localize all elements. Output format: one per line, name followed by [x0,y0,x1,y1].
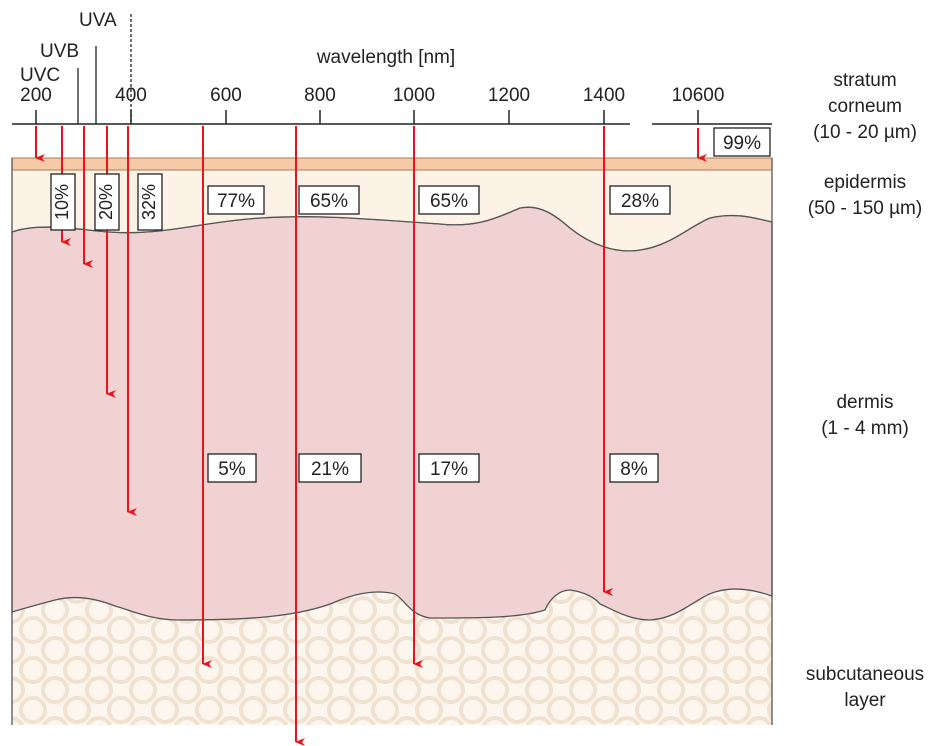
svg-text:77%: 77% [217,191,255,212]
pct-box-1400nm-dermis: 8% [609,453,659,483]
dermis-label: dermis (1 - 4 mm) [821,392,909,439]
pct-box-750nm-dermis: 21% [298,453,362,483]
axis-tick-label: 800 [304,85,336,106]
svg-text:21%: 21% [311,459,349,480]
svg-text:10%: 10% [52,184,72,220]
axis-tick-label: 600 [210,85,242,106]
axis-tick-label: 200 [20,85,52,106]
axis-tick-label: 10600 [672,85,725,106]
svg-text:32%: 32% [139,184,159,220]
axis-ticks: 200 400 600 800 1000 1200 1400 10600 [20,85,724,124]
axis-tick-label: 1000 [393,85,435,106]
pct-box-1400nm-epidermis: 28% [609,185,671,215]
svg-text:20%: 20% [96,184,116,220]
uvb-label: UVB [40,41,79,62]
pct-box-250nm: 10% [50,173,76,231]
pct-box-750nm-epidermis: 65% [298,185,360,215]
subcutaneous-label: subcutaneous layer [805,664,925,711]
pct-box-400nm: 32% [137,173,163,231]
axis-tick-label: 1200 [488,85,530,106]
pct-box-550nm-epidermis: 77% [207,185,265,215]
arrows [35,126,707,746]
dermis-top-border [11,206,773,252]
svg-text:28%: 28% [621,191,659,212]
svg-text:99%: 99% [723,133,761,154]
pct-box-10600nm-stratum: 99% [713,127,771,157]
axis-tick-label: 1400 [583,85,625,106]
pct-box-550nm-dermis: 5% [207,453,257,483]
svg-text:17%: 17% [430,459,468,480]
uvc-label: UVC [20,65,60,86]
pct-box-350nm: 20% [94,173,120,231]
axis-title: wavelength [nm] [316,47,455,68]
pct-box-1000nm-epidermis: 65% [418,185,480,215]
svg-text:65%: 65% [430,191,468,212]
svg-text:65%: 65% [310,191,348,212]
epidermis-label: epidermis (50 - 150 µm) [807,172,923,219]
dermis-layer [11,206,773,621]
stratum-corneum-layer [11,157,773,171]
svg-text:8%: 8% [620,459,648,480]
uva-label: UVA [79,10,117,31]
svg-text:5%: 5% [218,459,246,480]
pct-box-1000nm-dermis: 17% [418,453,480,483]
stratum-corneum-label: stratum corneum (10 - 20 µm) [813,70,917,143]
